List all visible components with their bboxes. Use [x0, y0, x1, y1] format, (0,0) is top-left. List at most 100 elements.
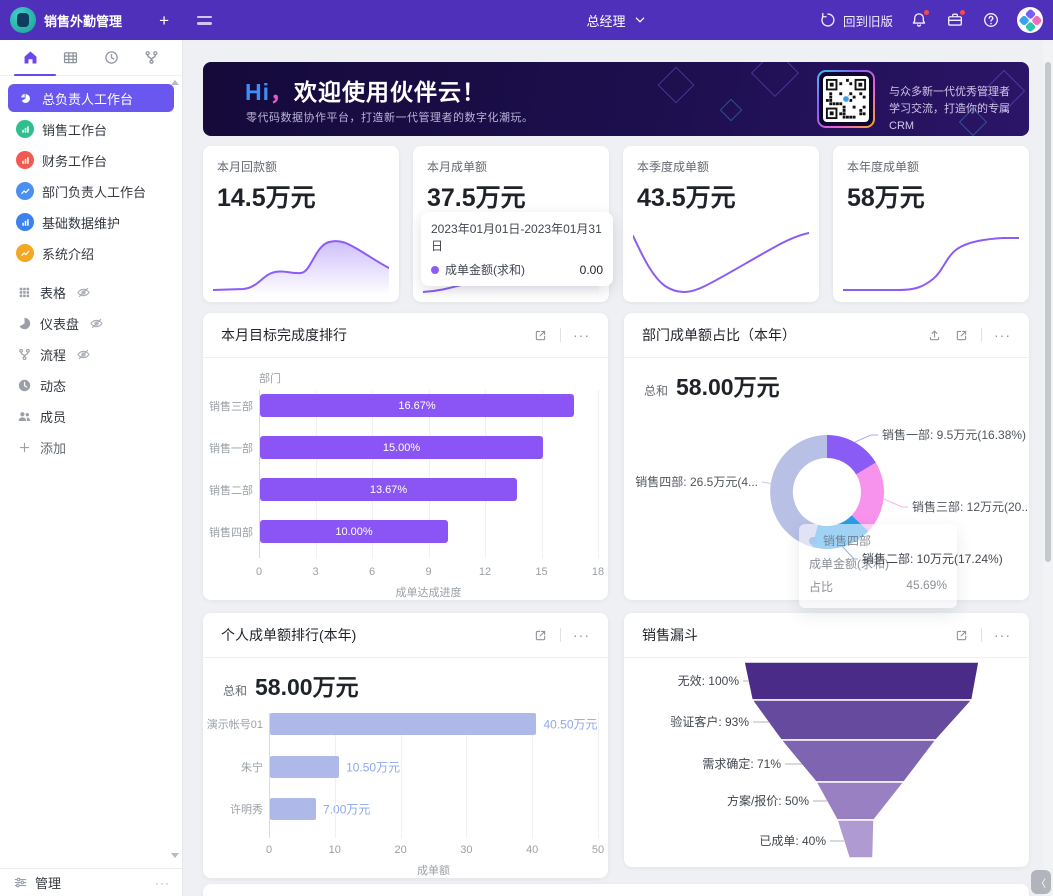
funnel-stage-label: 已成单: 40%: [759, 834, 826, 848]
personal-bar[interactable]: [270, 713, 536, 735]
eye-off-icon[interactable]: [76, 284, 92, 300]
stat-label: 本季度成单额: [637, 160, 710, 174]
more-button[interactable]: ···: [573, 627, 590, 643]
main-content: Hi，欢迎使用伙伴云！ 零代码数据协作平台，打造新一代管理者的数字化潮玩。 与众…: [183, 40, 1053, 896]
card-title: 本月目标完成度排行: [221, 327, 347, 343]
goal-bar[interactable]: 13.67%: [260, 478, 517, 501]
sliders-icon: [12, 875, 28, 891]
sidebar-item-workspace[interactable]: 销售工作台: [8, 115, 174, 143]
sidebar-tab-table[interactable]: [59, 46, 83, 70]
topbar-center: 总经理: [183, 0, 1053, 40]
goal-bar[interactable]: 10.00%: [260, 520, 448, 543]
sidebar-item-workspace[interactable]: 总负责人工作台: [8, 84, 174, 112]
pie-icon: [16, 89, 34, 107]
donut-slice[interactable]: [827, 435, 876, 475]
eye-off-icon[interactable]: [89, 315, 105, 331]
donut-slice[interactable]: [851, 462, 884, 532]
funnel-stage[interactable]: [835, 819, 875, 859]
card-title: 个人成单额排行(本年): [221, 627, 357, 643]
sidebar-item-workspace[interactable]: 系统介绍: [8, 239, 174, 267]
funnel-stage[interactable]: [779, 739, 938, 783]
more-button[interactable]: ···: [994, 327, 1011, 343]
sidebar-toggle-button[interactable]: [197, 15, 212, 25]
stat-card[interactable]: 本月回款额 14.5万元: [203, 146, 399, 302]
add-app-button[interactable]: +: [159, 10, 169, 30]
sidebar-item-view[interactable]: 成员: [8, 402, 174, 430]
eye-off-icon[interactable]: [76, 346, 92, 362]
personal-bar[interactable]: [270, 798, 316, 820]
x-axis-title: 成单达成进度: [395, 587, 462, 599]
stat-value: 43.5万元: [637, 184, 736, 212]
inbox-button[interactable]: [945, 9, 966, 30]
sidebar-scroll-down[interactable]: [171, 853, 179, 858]
manage-more-button[interactable]: ···: [155, 875, 170, 890]
total-value: 58.00万元: [676, 374, 780, 400]
bar-value-label: 10.00%: [335, 525, 373, 538]
tooltip-series-row: 成单金额(求和) 0.00: [431, 261, 603, 278]
stat-card[interactable]: 本年度成单额 58万元: [833, 146, 1029, 302]
sidebar-item-view[interactable]: 流程: [8, 340, 174, 368]
sidebar-item-workspace[interactable]: 财务工作台: [8, 146, 174, 174]
category-label: 销售四部: [209, 526, 253, 539]
role-selector[interactable]: 总经理: [586, 10, 649, 30]
app-logo: [10, 7, 36, 33]
gridline: [315, 390, 317, 558]
manage-button[interactable]: 管理 ···: [0, 868, 182, 896]
sidebar-item-view[interactable]: 动态: [8, 371, 174, 399]
help-button[interactable]: [981, 10, 1001, 30]
funnel-stage-label: 验证客户: 93%: [670, 714, 749, 729]
card-header: 本月目标完成度排行 ···: [203, 313, 608, 358]
sidebar-tab-history[interactable]: [99, 46, 123, 70]
collapse-handle[interactable]: 〈: [1031, 870, 1051, 894]
welcome-banner[interactable]: Hi，欢迎使用伙伴云！ 零代码数据协作平台，打造新一代管理者的数字化潮玩。 与众…: [203, 62, 1029, 136]
stat-card[interactable]: 本月成单额 37.5万元 2023年01月01日-2023年01月31日 成单金额(…: [413, 146, 613, 302]
expand-icon[interactable]: [954, 628, 969, 643]
bar-icon: [16, 151, 34, 169]
expand-icon[interactable]: [533, 328, 548, 343]
expand-icon[interactable]: [954, 328, 969, 343]
sidebar-item-label: 表格: [40, 285, 67, 301]
divider: [560, 628, 561, 642]
funnel-stage[interactable]: [750, 699, 974, 741]
gridline: [259, 390, 260, 558]
sidebar-tab-home[interactable]: [18, 46, 42, 70]
topbar-right: 回到旧版: [818, 0, 1043, 40]
divider: [981, 328, 982, 342]
more-button[interactable]: ···: [573, 327, 590, 343]
back-to-old-button[interactable]: 回到旧版: [818, 10, 893, 30]
sidebar-item-label: 系统介绍: [42, 246, 95, 262]
personal-bar[interactable]: [270, 755, 339, 778]
more-button[interactable]: ···: [994, 627, 1011, 643]
stat-label: 本月成单额: [427, 160, 488, 174]
next-card-peek: [203, 884, 1029, 896]
export-icon[interactable]: [927, 328, 942, 343]
sidebar-item-label: 财务工作台: [42, 153, 108, 169]
page-scrollbar-track[interactable]: [1043, 40, 1053, 896]
sidebar-item-view[interactable]: 仪表盘: [8, 309, 174, 337]
sidebar-tab-flow[interactable]: [140, 46, 164, 70]
banner-subtitle: 零代码数据协作平台，打造新一代管理者的数字化潮玩。: [246, 112, 534, 124]
goal-bar[interactable]: 15.00%: [260, 436, 543, 459]
sidebar-item-workspace[interactable]: 基础数据维护: [8, 208, 174, 236]
stat-card[interactable]: 本季度成单额 43.5万元: [623, 146, 819, 302]
sidebar-item-view[interactable]: 表格: [8, 278, 174, 306]
bar-value-label: 16.67%: [398, 399, 436, 412]
sidebar-scroll-up[interactable]: [171, 80, 179, 85]
user-avatar[interactable]: [1017, 7, 1043, 33]
sidebar-item-workspace[interactable]: 部门负责人工作台: [8, 177, 174, 205]
gridline: [269, 713, 270, 838]
stat-value: 14.5万元: [217, 184, 316, 212]
active-tab-indicator: [14, 74, 56, 76]
goal-bar[interactable]: 16.67%: [260, 394, 574, 417]
card-title: 部门成单额占比（本年）: [642, 327, 796, 343]
funnel-stage[interactable]: [743, 661, 980, 701]
sidebar-item-label: 成员: [40, 409, 67, 425]
donut-slice[interactable]: [770, 435, 827, 547]
y-axis-title: 部门: [259, 373, 281, 385]
funnel-stage[interactable]: [814, 781, 906, 821]
sidebar-add-button[interactable]: 添加: [8, 433, 174, 461]
expand-icon[interactable]: [533, 628, 548, 643]
donut-callout: 销售一部: 9.5万元(16.38%): [882, 427, 1026, 442]
page-scrollbar-thumb[interactable]: [1045, 62, 1051, 562]
notifications-button[interactable]: [909, 9, 930, 30]
